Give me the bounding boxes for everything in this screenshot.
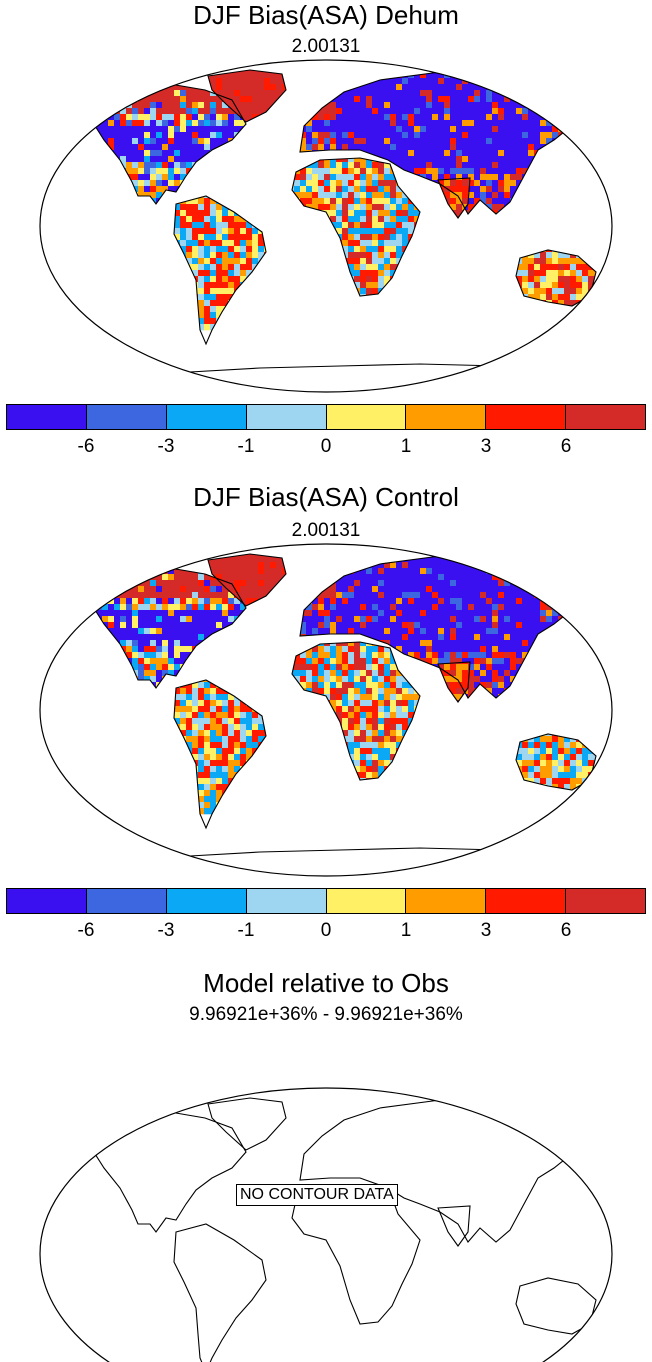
map-outline [39, 543, 613, 877]
coastline-india [437, 661, 471, 703]
colorbar-swatch [486, 889, 567, 913]
coastline-eurasia [299, 553, 587, 699]
panel-3-subtitle: 9.96921e+36% - 9.96921e+36% [0, 1004, 652, 1026]
coastline-namerica [77, 83, 247, 205]
coastline-samerica [173, 195, 267, 346]
coastline-africa [291, 641, 421, 781]
colorbar-tick-label: -1 [238, 920, 255, 942]
colorbar-tick-label: 3 [481, 920, 492, 942]
colorbar-tick-label: 6 [561, 436, 572, 458]
coastline-greenland [207, 1097, 287, 1151]
coastline-eurasia [299, 69, 587, 215]
colorbar-tick-label: -6 [78, 920, 95, 942]
colorbar-tick-label: 3 [481, 436, 492, 458]
colorbar-tick-label: -3 [158, 436, 175, 458]
colorbar-tick-label: 1 [401, 920, 412, 942]
coastline-samerica [173, 1223, 267, 1362]
colorbar-swatch [566, 405, 645, 429]
colorbar-tick-label: -3 [158, 920, 175, 942]
colorbar-swatch [166, 405, 247, 429]
colorbar-swatch [246, 405, 327, 429]
colorbar-1 [6, 404, 646, 430]
panel-1-map [39, 59, 613, 393]
coastline-samerica [173, 679, 267, 830]
panel-2-title: DJF Bias(ASA) Control [0, 482, 652, 512]
colorbar-swatch [86, 405, 167, 429]
coastline-greenland [207, 69, 287, 123]
no-contour-data-label: NO CONTOUR DATA [236, 1184, 398, 1206]
panel-1-title: DJF Bias(ASA) Dehum [0, 0, 652, 30]
panel-1-subtitle: 2.00131 [0, 36, 652, 58]
colorbar-tick-label: 0 [321, 436, 332, 458]
colorbar-2 [6, 888, 646, 914]
colorbar-tick-label: 6 [561, 920, 572, 942]
panel-3-map [39, 1087, 613, 1362]
colorbar-2-labels: -6 -3 -1 0 1 3 6 [6, 920, 646, 944]
coastline-africa [291, 1185, 421, 1325]
colorbar-swatch [7, 405, 87, 429]
colorbar-swatch [7, 889, 87, 913]
coastline-africa [291, 157, 421, 297]
colorbar-swatch [406, 405, 487, 429]
colorbar-1-labels: -6 -3 -1 0 1 3 6 [6, 436, 646, 460]
colorbar-swatch [246, 889, 327, 913]
coastline-india [437, 1205, 471, 1247]
coastline-namerica [77, 1111, 247, 1233]
colorbar-swatch [486, 405, 567, 429]
map-outline [39, 1087, 613, 1362]
colorbar-tick-label: -1 [238, 436, 255, 458]
panel-3-title: Model relative to Obs [0, 968, 652, 998]
colorbar-swatch [406, 889, 487, 913]
colorbar-swatch [326, 405, 407, 429]
panel-2-map [39, 543, 613, 877]
colorbar-tick-label: 1 [401, 436, 412, 458]
colorbar-swatch [566, 889, 645, 913]
colorbar-swatch [326, 889, 407, 913]
coastline-india [437, 177, 471, 219]
colorbar-swatch [166, 889, 247, 913]
coastline-namerica [77, 567, 247, 689]
colorbar-tick-label: 0 [321, 920, 332, 942]
colorbar-tick-label: -6 [78, 436, 95, 458]
coastline-eurasia [299, 1097, 587, 1243]
coastline-greenland [207, 553, 287, 607]
map-outline [39, 59, 613, 393]
colorbar-swatch [86, 889, 167, 913]
panel-2-subtitle: 2.00131 [0, 520, 652, 542]
